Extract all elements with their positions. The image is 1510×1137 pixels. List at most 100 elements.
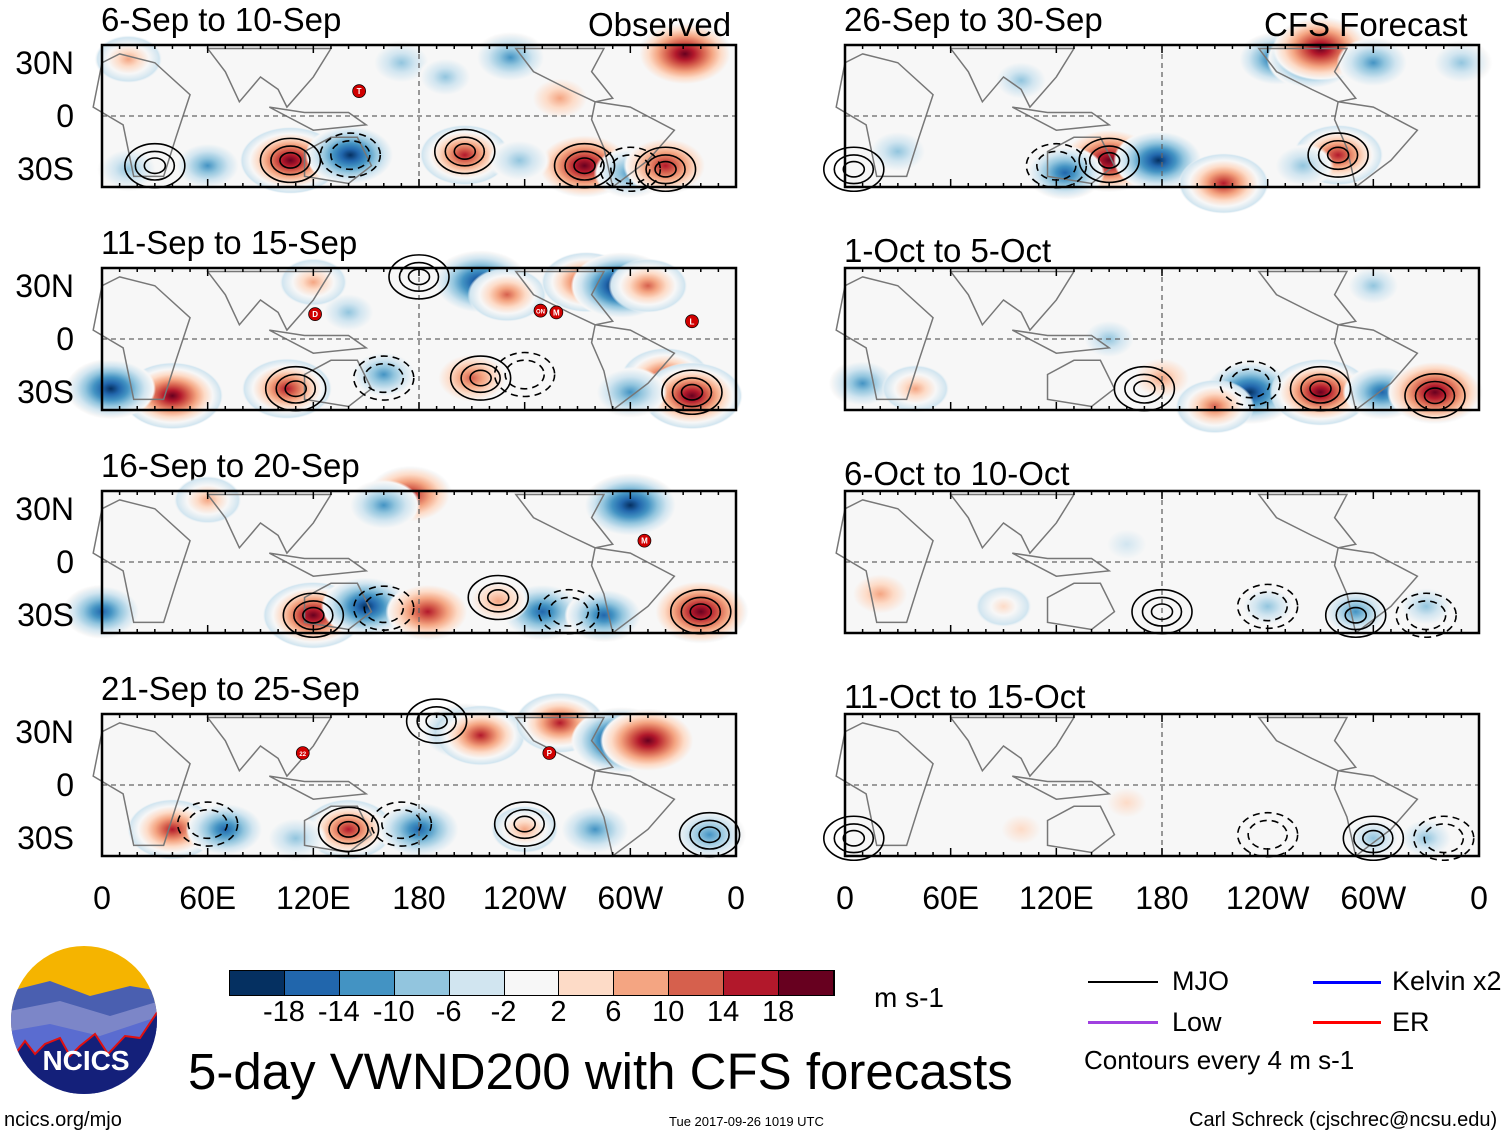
map-panel: 22 P — [92, 692, 747, 861]
coastline — [268, 552, 369, 577]
mjo-contour — [654, 160, 677, 178]
colorbar-swatch — [614, 971, 670, 995]
coastline — [1257, 493, 1358, 549]
lon-label: 120W — [482, 880, 567, 916]
lon-label: 0 — [93, 880, 111, 916]
panel-title: 21-Sep to 25-Sep — [101, 670, 360, 707]
storm-marker-icon[interactable]: 22 — [295, 746, 310, 760]
anomaly-region — [1386, 360, 1483, 425]
anomaly-region — [1101, 783, 1153, 822]
coastline — [1011, 775, 1112, 800]
colorbar-tick-label: -2 — [490, 996, 517, 1028]
colorbar-tick-label: 14 — [707, 996, 740, 1028]
mjo-contour — [689, 819, 730, 850]
colorbar-units: m s-1 — [874, 982, 944, 1013]
mjo-contour — [493, 801, 556, 847]
mjo-contour — [1362, 829, 1385, 847]
anomaly-region — [173, 475, 242, 524]
mjo-contour — [284, 380, 308, 398]
coastline — [590, 323, 676, 412]
mjo-contour — [680, 596, 722, 627]
map-panel: M — [62, 465, 749, 649]
anomaly-region — [881, 364, 950, 413]
mjo-contour — [599, 146, 662, 193]
anomaly-region — [320, 291, 377, 334]
anomaly-region — [599, 708, 696, 773]
coastline — [1333, 323, 1419, 412]
anomaly-region — [173, 141, 242, 190]
coastline — [206, 716, 333, 778]
anomaly-region — [346, 479, 421, 531]
coastline — [92, 276, 191, 401]
coastline — [92, 499, 191, 624]
anomaly-region — [94, 35, 163, 84]
coastline — [1333, 100, 1419, 189]
mjo-contour — [1342, 815, 1405, 862]
colorbar-tick-label: -18 — [262, 996, 305, 1028]
source-url[interactable]: ncics.org/mjo — [4, 1109, 122, 1131]
mjo-contour — [486, 589, 510, 607]
coastline — [590, 546, 676, 635]
mjo-contour — [1124, 373, 1165, 404]
anomaly-region — [641, 362, 743, 430]
storm-marker-icon[interactable]: P — [542, 746, 557, 760]
svg-text:L: L — [690, 317, 695, 326]
mjo-contour — [1307, 132, 1369, 178]
anomaly-region — [417, 56, 474, 98]
storm-marker-icon[interactable]: T — [352, 84, 366, 99]
mjo-contour — [833, 154, 875, 185]
mjo-contour — [1404, 373, 1466, 419]
lat-label: 30S — [17, 597, 74, 634]
anomaly-region — [419, 124, 510, 186]
storm-marker-icon[interactable]: D — [308, 307, 322, 322]
colorbar-tick-label: -6 — [435, 996, 462, 1028]
mjo-contour — [453, 143, 477, 161]
storm-marker-icon[interactable]: M — [637, 533, 652, 548]
author: Carl Schreck (cjschrec@ncsu.edu) — [1189, 1109, 1498, 1131]
storm-marker-icon[interactable]: L — [685, 314, 699, 329]
mjo-contour — [416, 705, 457, 737]
mjo-contour — [143, 157, 167, 175]
mjo-contour — [1229, 368, 1271, 399]
colorbar-swatch — [230, 971, 285, 995]
coastline — [1011, 329, 1112, 354]
svg-text:T: T — [357, 87, 362, 96]
anomaly-region — [488, 137, 551, 183]
colorbar-tick-label: 2 — [550, 996, 567, 1028]
storm-marker-icon[interactable]: ON — [533, 303, 548, 318]
coastline — [1046, 805, 1116, 854]
anomaly-region — [1101, 525, 1153, 564]
mjo-contour — [504, 359, 545, 390]
coastline — [590, 100, 676, 189]
anomaly-region — [528, 75, 592, 121]
anomaly-region — [608, 258, 688, 313]
lon-label: 120E — [275, 880, 351, 916]
anomaly-region — [636, 21, 733, 86]
storm-marker-icon[interactable]: M — [549, 305, 564, 320]
coastline — [206, 270, 333, 332]
mjo-contour — [634, 146, 697, 193]
anomaly-region — [558, 803, 632, 855]
anomaly-region — [672, 809, 747, 861]
anomaly-region — [849, 571, 912, 617]
coastline — [206, 493, 333, 555]
colorbar-swatch — [779, 971, 834, 995]
panel-title: 16-Sep to 20-Sep — [101, 447, 360, 484]
mjo-contour — [1344, 606, 1368, 624]
coastline — [303, 582, 373, 631]
legend-kelvin: Kelvin x2 — [1392, 966, 1502, 996]
legend-low: Low — [1172, 1007, 1222, 1037]
mjo-contour — [1150, 603, 1174, 621]
mjo-contour — [1219, 360, 1281, 407]
colorbar-swatch — [669, 971, 725, 995]
mjo-contour — [564, 150, 605, 181]
mjo-contour — [833, 823, 875, 854]
lat-label: 30N — [15, 267, 74, 304]
lon-label: 0 — [727, 880, 745, 916]
coastline — [1333, 769, 1419, 858]
colorbar-tick-label: 10 — [652, 996, 685, 1028]
mjo-contour — [460, 362, 501, 394]
lon-label: 60E — [179, 880, 237, 916]
anomaly-region — [65, 358, 157, 420]
coastline — [514, 270, 615, 326]
